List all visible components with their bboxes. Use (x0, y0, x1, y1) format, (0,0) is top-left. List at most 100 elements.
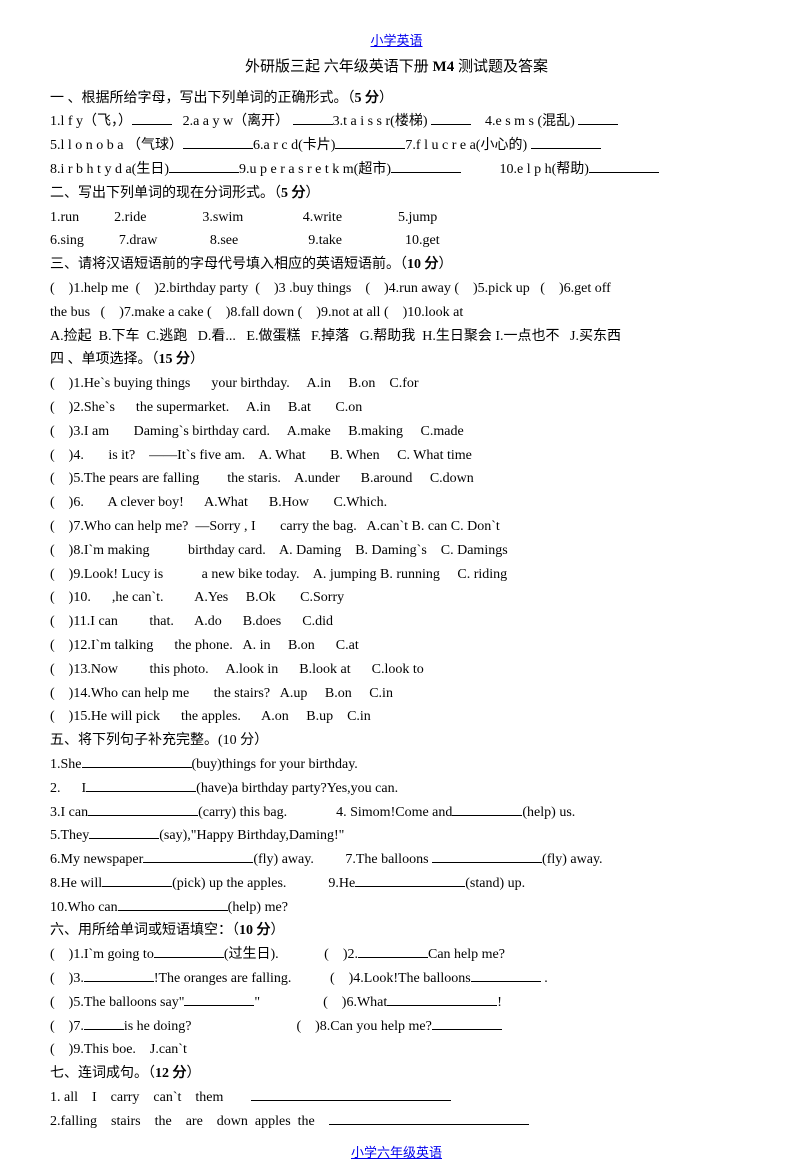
s7-points: 12 分 (155, 1066, 187, 1081)
s6q1d: Can help me? (428, 947, 505, 962)
s5q5a: 6.My newspaper (50, 852, 143, 867)
s4-q4: ( )4. is it? ――It`s five am. A. What B. … (50, 444, 743, 468)
s5-q7: 10.Who can (help) me? (50, 896, 743, 920)
s6-text: 六、用所给单词或短语填空：（ (50, 923, 239, 938)
s6q2d: . (544, 971, 548, 986)
s4-q6: ( )6. A clever boy! A.What B.How C.Which… (50, 491, 743, 515)
s4-q1: ( )1.He`s buying things your birthday. A… (50, 372, 743, 396)
s6-r5: ( )9.This boe. J.can`t (50, 1038, 743, 1062)
s4-q7: ( )7.Who can help me? ―Sorry , I carry t… (50, 515, 743, 539)
section5-title: 五、将下列句子补充完整。(10 分） (50, 729, 743, 753)
s1-i1c: 3.t a i s s r(楼梯) (333, 114, 428, 129)
s2-row2: 6.sing 7.draw 8.see 9.take 10.get (50, 229, 743, 253)
s5q3a: 3.I can (50, 805, 88, 820)
s5q2b: (have)a birthday party?Yes,you can. (196, 781, 398, 796)
s2-text: 二、写出下列单词的现在分词形式。（ (50, 186, 281, 201)
s4-q15: ( )15.He will pick the apples. A.on B.up… (50, 705, 743, 729)
s3-text: 三、请将汉语短语前的字母代号填入相应的英语短语前。（ (50, 257, 407, 272)
s7-close: ） (187, 1066, 201, 1081)
s4-q2: ( )2.She`s the supermarket. A.in B.at C.… (50, 396, 743, 420)
footer-link[interactable]: 小学六年级英语 (50, 1142, 743, 1164)
s3-points: 10 分 (407, 257, 439, 272)
s3-line2: the bus ( )7.make a cake ( )8.fall down … (50, 301, 743, 325)
s5-q2: 2. I(have)a birthday party?Yes,you can. (50, 777, 743, 801)
s2-row1: 1.run 2.ride 3.swim 4.write 5.jump (50, 206, 743, 230)
s3-line1: ( )1.help me ( )2.birthday party ( )3 .b… (50, 277, 743, 301)
s4-q13: ( )13.Now this photo. A.look in B.look a… (50, 658, 743, 682)
s5-q1: 1.She (buy)things for your birthday. (50, 753, 743, 777)
s5q1b: (buy)things for your birthday. (192, 757, 358, 772)
s6q2c: ( )4.Look!The balloons (330, 971, 471, 986)
s4-q9: ( )9.Look! Lucy is a new bike today. A. … (50, 563, 743, 587)
s1-i2a: 5.l l o n o b a （气球） (50, 138, 183, 153)
s6q3c: ( )6.What (323, 995, 387, 1010)
s1-i1d: 4.e s m s (混乱) (485, 114, 575, 129)
section7-title: 七、连词成句。（12 分） (50, 1062, 743, 1086)
s5q1a: 1.She (50, 757, 82, 772)
s5q3b: (carry) this bag. 4. Simom!Come and (198, 805, 452, 820)
s5q4a: 5.They (50, 828, 89, 843)
s6-points: 10 分 (239, 923, 271, 938)
title-suffix: 测试题及答案 (458, 59, 548, 75)
s7q2t: 2.falling stairs the are down apples the (50, 1114, 315, 1129)
s1-points: 5 分 (355, 91, 380, 106)
header-link[interactable]: 小学英语 (50, 30, 743, 52)
section1-title: 一 、根据所给字母，写出下列单词的正确形式。（5 分） (50, 87, 743, 111)
s6q2b: !The oranges are falling. (154, 971, 292, 986)
s4-q10: ( )10. ,he can`t. A.Yes B.Ok C.Sorry (50, 586, 743, 610)
s6q4c: ( )8.Can you help me? (296, 1019, 431, 1034)
document-title: 外研版三起 六年级英语下册 M4 测试题及答案 (50, 55, 743, 81)
s6q3a: ( )5.The balloons say" (50, 995, 184, 1010)
s2-close: ） (306, 186, 320, 201)
s7-q1: 1. all I carry can`t them (50, 1086, 743, 1110)
s5q6c: (stand) up. (465, 876, 525, 891)
s5q5c: (fly) away. (542, 852, 603, 867)
s6-r2: ( )3. !The oranges are falling. ( )4.Look… (50, 967, 743, 991)
s1-i3c: 10.e l p h(帮助) (500, 162, 589, 177)
s5-q5: 6.My newspaper(fly) away. 7.The balloons… (50, 848, 743, 872)
s4-q3: ( )3.I am Daming`s birthday card. A.make… (50, 420, 743, 444)
s1-i3a: 8.i r b h t y d a(生日) (50, 162, 169, 177)
s5q6b: (pick) up the apples. 9.He (172, 876, 355, 891)
s3-close: ） (439, 257, 453, 272)
s1-text: 一 、根据所给字母，写出下列单词的正确形式。（ (50, 91, 355, 106)
s3-line3: A.捡起 B.下车 C.逃跑 D.看... E.做蛋糕 F.掉落 G.帮助我 H… (50, 325, 743, 349)
s5q7b: (help) me? (228, 900, 288, 915)
s6q4b: is he doing? (124, 1019, 192, 1034)
s6q2a: ( )3. (50, 971, 84, 986)
s4-q14: ( )14.Who can help me the stairs? A.up B… (50, 682, 743, 706)
s1-i2c: 7.f l u c r e a(小心的) (405, 138, 527, 153)
s5-q4: 5.They (say),"Happy Birthday,Daming!" (50, 824, 743, 848)
s5q7a: 10.Who can (50, 900, 118, 915)
s1-row3: 8.i r b h t y d a(生日)9.u p e r a s r e t… (50, 158, 743, 182)
title-bold: M4 (433, 59, 458, 75)
s1-close: ） (379, 91, 393, 106)
s2-points: 5 分 (281, 186, 306, 201)
s1-row1: 1.l f y（飞，） 2.a a y w（离开） 3.t a i s s r(… (50, 110, 743, 134)
section3-title: 三、请将汉语短语前的字母代号填入相应的英语短语前。（10 分） (50, 253, 743, 277)
s4-q8: ( )8.I`m making birthday card. A. Daming… (50, 539, 743, 563)
s1-i1b: 2.a a y w（离开） (183, 114, 290, 129)
s4-points: 15 分 (159, 352, 191, 367)
s6q3d: ! (497, 995, 502, 1010)
s1-row2: 5.l l o n o b a （气球） 6.a r c d(卡片) 7.f l u… (50, 134, 743, 158)
title-prefix: 外研版三起 六年级英语下册 (245, 59, 433, 75)
s6q1b: (过生日). (224, 947, 279, 962)
s6q1a: ( )1.I`m going to (50, 947, 154, 962)
s5q4b: (say),"Happy Birthday,Daming!" (159, 828, 344, 843)
s6-close: ） (271, 923, 285, 938)
section2-title: 二、写出下列单词的现在分词形式。（5 分） (50, 182, 743, 206)
s4-close: ） (190, 352, 204, 367)
s7-text: 七、连词成句。（ (50, 1066, 155, 1081)
s7q1t: 1. all I carry can`t them (50, 1090, 223, 1105)
s4-q11: ( )11.I can that. A.do B.does C.did (50, 610, 743, 634)
s6-r4: ( )7.is he doing? ( )8.Can you help me? (50, 1015, 743, 1039)
s5-q6: 8.He will(pick) up the apples. 9.He(stan… (50, 872, 743, 896)
s6q3b: " (254, 995, 260, 1010)
section6-title: 六、用所给单词或短语填空：（10 分） (50, 919, 743, 943)
s4-text: 四 、单项选择。（ (50, 352, 159, 367)
s5q3c: (help) us. (522, 805, 575, 820)
s6q1c: ( )2. (324, 947, 358, 962)
s5-q3: 3.I can (carry) this bag. 4. Simom!Come a… (50, 801, 743, 825)
s1-i2b: 6.a r c d(卡片) (253, 138, 335, 153)
